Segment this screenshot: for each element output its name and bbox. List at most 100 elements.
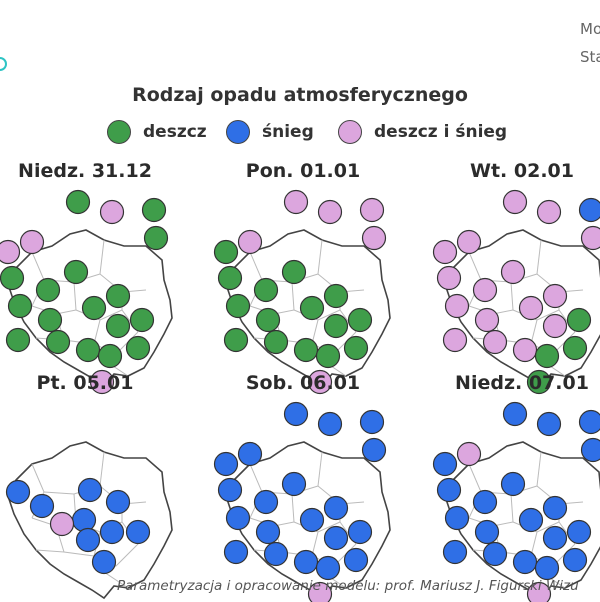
station-marker-snow: [73, 509, 96, 532]
station-marker-snow: [79, 479, 102, 502]
station-marker-snow: [127, 521, 150, 544]
station-marker-snow: [257, 521, 280, 544]
station-marker-snow: [538, 413, 561, 436]
station-marker-mixed: [438, 267, 461, 290]
page-title: Rodzaj opadu atmosferycznego: [0, 84, 600, 106]
station-marker-snow: [349, 521, 372, 544]
station-marker-snow: [301, 509, 324, 532]
station-marker-snow: [504, 403, 527, 426]
station-marker-mixed: [101, 201, 124, 224]
legend-item-snow: śnieg: [226, 120, 314, 144]
station-marker-rain: [219, 267, 242, 290]
station-marker-snow: [345, 549, 368, 572]
poland-map-4: [0, 402, 170, 582]
station-marker-rain: [265, 331, 288, 354]
station-marker-rain: [39, 309, 62, 332]
poland-map-3: [437, 190, 600, 370]
legend-item-mixed: deszcz i śnieg: [338, 120, 507, 144]
station-marker-snow: [474, 491, 497, 514]
station-marker-snow: [514, 551, 537, 574]
station-marker-mixed: [21, 231, 44, 254]
station-marker-rain: [131, 309, 154, 332]
station-marker-rain: [107, 285, 130, 308]
station-marker-snow: [520, 509, 543, 532]
station-marker-rain: [7, 329, 30, 352]
station-marker-mixed: [544, 285, 567, 308]
station-marker-mixed: [319, 201, 342, 224]
station-marker-rain: [568, 309, 591, 332]
station-marker-rain: [127, 337, 150, 360]
station-marker-snow: [295, 551, 318, 574]
station-marker-snow: [564, 549, 587, 572]
station-marker-snow: [31, 495, 54, 518]
station-marker-mixed: [504, 191, 527, 214]
station-marker-snow: [7, 481, 30, 504]
poland-map-2: [218, 190, 388, 370]
station-marker-snow: [219, 479, 242, 502]
station-marker-snow: [101, 521, 124, 544]
station-marker-rain: [325, 315, 348, 338]
station-marker-rain: [283, 261, 306, 284]
poland-map-6: [437, 402, 600, 582]
station-marker-rain: [47, 331, 70, 354]
legend-rain-swatch: [107, 120, 131, 144]
station-marker-mixed: [434, 241, 457, 264]
station-marker-snow: [93, 551, 116, 574]
station-marker-rain: [143, 199, 166, 222]
poland-map-1: [0, 190, 170, 370]
station-marker-rain: [9, 295, 32, 318]
corner-text-line2: Sta: [580, 48, 600, 66]
legend: deszcz śnieg deszcz i śnieg: [0, 120, 600, 150]
panel-title-3: Wt. 02.01: [437, 160, 600, 182]
station-marker-rain: [67, 191, 90, 214]
station-marker-snow: [582, 439, 600, 462]
map-panel-6: Niedz. 07.01: [437, 372, 600, 602]
footer-credit: Parametryzacja i opracowanie modelu: pro…: [117, 578, 579, 594]
station-marker-snow: [568, 521, 591, 544]
station-marker-snow: [434, 453, 457, 476]
station-marker-rain: [301, 297, 324, 320]
station-marker-snow: [215, 453, 238, 476]
station-marker-mixed: [51, 513, 74, 536]
station-marker-rain: [37, 279, 60, 302]
station-marker-mixed: [444, 329, 467, 352]
station-marker-mixed: [285, 191, 308, 214]
station-marker-snow: [544, 497, 567, 520]
station-marker-rain: [83, 297, 106, 320]
station-marker-snow: [484, 543, 507, 566]
station-marker-rain: [255, 279, 278, 302]
station-marker-snow: [255, 491, 278, 514]
station-marker-snow: [319, 413, 342, 436]
station-marker-snow: [227, 507, 250, 530]
station-marker-rain: [77, 339, 100, 362]
map-panel-3: Wt. 02.01: [437, 160, 600, 390]
station-marker-snow: [361, 411, 384, 434]
logo-fragment-icon: [0, 57, 7, 71]
panel-title-6: Niedz. 07.01: [437, 372, 600, 394]
station-marker-mixed: [538, 201, 561, 224]
station-marker-rain: [107, 315, 130, 338]
legend-snow-swatch: [226, 120, 250, 144]
station-marker-snow: [446, 507, 469, 530]
station-marker-rain: [65, 261, 88, 284]
station-marker-rain: [257, 309, 280, 332]
legend-mixed-label: deszcz i śnieg: [374, 122, 507, 142]
station-marker-rain: [145, 227, 168, 250]
station-marker-mixed: [502, 261, 525, 284]
station-marker-snow: [325, 527, 348, 550]
station-marker-mixed: [458, 231, 481, 254]
station-marker-mixed: [458, 443, 481, 466]
station-marker-mixed: [520, 297, 543, 320]
corner-text-line1: Mo: [580, 20, 600, 38]
station-marker-rain: [536, 345, 559, 368]
station-marker-snow: [544, 527, 567, 550]
station-marker-mixed: [474, 279, 497, 302]
station-marker-rain: [227, 295, 250, 318]
map-panel-5: Sob. 06.01: [218, 372, 418, 602]
station-marker-snow: [580, 411, 600, 434]
poland-map-5: [218, 402, 388, 582]
station-marker-snow: [283, 473, 306, 496]
station-marker-rain: [1, 267, 24, 290]
station-marker-snow: [580, 199, 600, 222]
panel-title-4: Pt. 05.01: [0, 372, 170, 394]
